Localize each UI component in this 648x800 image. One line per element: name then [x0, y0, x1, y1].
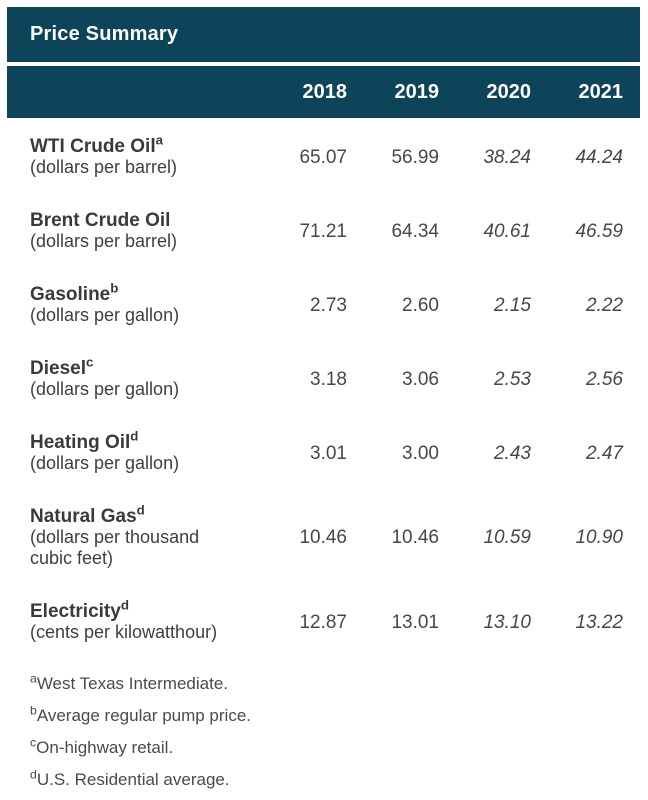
footnote-marker: a	[30, 671, 37, 686]
row-unit: (dollars per barrel)	[30, 157, 178, 177]
price-summary-table: 2018 2019 2020 2021 WTI Crude Oila (doll…	[7, 66, 640, 659]
footnote-text: On-highway retail.	[36, 738, 174, 757]
year-header-2021: 2021	[548, 66, 640, 118]
footnote-marker: c	[30, 735, 37, 750]
row-label: Dieselc (dollars per gallon)	[7, 342, 272, 416]
value-2021: 44.24	[575, 146, 623, 168]
row-footnote-marker: b	[110, 280, 119, 296]
value-2018: 10.46	[299, 527, 347, 548]
value-2019: 13.01	[391, 611, 439, 633]
footnote-b: bAverage regular pump price.	[30, 703, 640, 726]
value-2021: 2.47	[586, 442, 623, 464]
row-footnote-marker: a	[155, 132, 164, 148]
value-2021: 46.59	[575, 220, 623, 242]
table-row-heating-oil: Heating Oild (dollars per gallon) 3.01 3…	[7, 416, 640, 490]
footnote-c: cOn-highway retail.	[30, 735, 640, 758]
table-title-bar: Price Summary	[7, 7, 640, 62]
row-label: Gasolineb (dollars per gallon)	[7, 268, 272, 342]
value-2019: 10.46	[391, 527, 439, 548]
year-header-2018: 2018	[272, 66, 364, 118]
row-name: Gasoline	[30, 284, 111, 305]
row-unit: (dollars per gallon)	[30, 379, 180, 399]
footnote-d: dU.S. Residential average.	[30, 767, 640, 790]
footnote-text: U.S. Residential average.	[36, 770, 230, 789]
value-2018: 71.21	[299, 220, 347, 242]
row-footnote-marker: c	[85, 354, 94, 370]
value-2019: 56.99	[391, 146, 439, 168]
year-header-2020: 2020	[456, 66, 548, 118]
row-unit: (dollars per gallon)	[30, 453, 180, 473]
row-name: Natural Gas	[30, 506, 137, 527]
table-title: Price Summary	[30, 23, 179, 45]
footnote-text: West Texas Intermediate.	[36, 674, 228, 693]
table-row-electricity: Electricityd (cents per kilowatthour) 12…	[7, 585, 640, 659]
value-2021: 2.22	[586, 294, 623, 316]
value-2018: 3.01	[310, 442, 347, 464]
value-2020: 38.24	[483, 146, 531, 168]
value-2021: 10.90	[575, 527, 623, 548]
value-2021: 13.22	[575, 611, 623, 633]
row-name: Heating Oil	[30, 432, 131, 453]
footnote-a: aWest Texas Intermediate.	[30, 671, 640, 694]
value-2020: 10.59	[483, 527, 531, 548]
value-2020: 2.15	[494, 294, 531, 316]
value-2019: 3.06	[402, 368, 439, 390]
row-name: Diesel	[30, 358, 86, 379]
row-unit: (cents per kilowatthour)	[30, 622, 218, 642]
value-2018: 65.07	[299, 146, 347, 168]
value-2020: 2.43	[494, 442, 531, 464]
row-label: Electricityd (cents per kilowatthour)	[7, 585, 272, 659]
table-row-gasoline: Gasolineb (dollars per gallon) 2.73 2.60…	[7, 268, 640, 342]
year-header-row: 2018 2019 2020 2021	[7, 66, 640, 118]
footnote-marker: b	[30, 703, 37, 718]
footnotes: aWest Texas Intermediate. bAverage regul…	[7, 671, 640, 790]
value-2020: 13.10	[483, 611, 531, 633]
table-row-wti-crude-oil: WTI Crude Oila (dollars per barrel) 65.0…	[7, 118, 640, 194]
value-2020: 40.61	[483, 220, 531, 242]
value-2019: 64.34	[391, 220, 439, 242]
table-row-diesel: Dieselc (dollars per gallon) 3.18 3.06 2…	[7, 342, 640, 416]
year-header-spacer	[7, 66, 272, 118]
table-row-brent-crude-oil: Brent Crude Oil (dollars per barrel) 71.…	[7, 194, 640, 268]
value-2020: 2.53	[494, 368, 531, 390]
footnote-marker: d	[30, 767, 37, 782]
row-unit: (dollars per thousand cubic feet)	[30, 527, 200, 568]
value-2018: 3.18	[310, 368, 347, 390]
table-row-natural-gas: Natural Gasd (dollars per thousand cubic…	[7, 490, 640, 585]
row-footnote-marker: d	[136, 502, 145, 518]
row-footnote-marker: d	[120, 597, 129, 613]
footnote-text: Average regular pump price.	[36, 706, 252, 725]
value-2018: 2.73	[310, 294, 347, 316]
value-2019: 3.00	[402, 442, 439, 464]
year-header-2019: 2019	[364, 66, 456, 118]
row-label: WTI Crude Oila (dollars per barrel)	[7, 118, 272, 194]
value-2018: 12.87	[299, 611, 347, 633]
row-unit: (dollars per barrel)	[30, 231, 178, 251]
row-label: Heating Oild (dollars per gallon)	[7, 416, 272, 490]
row-footnote-marker: d	[130, 428, 139, 444]
row-unit: (dollars per gallon)	[30, 305, 180, 325]
row-label: Brent Crude Oil (dollars per barrel)	[7, 194, 272, 268]
row-name: WTI Crude Oil	[30, 136, 156, 157]
value-2019: 2.60	[402, 294, 439, 316]
row-name: Electricity	[30, 601, 121, 622]
value-2021: 2.56	[586, 368, 623, 390]
row-name: Brent Crude Oil	[30, 210, 171, 231]
row-label: Natural Gasd (dollars per thousand cubic…	[7, 490, 272, 585]
